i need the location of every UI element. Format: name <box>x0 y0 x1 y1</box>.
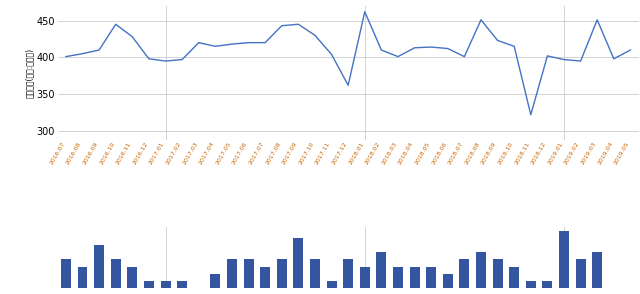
Bar <box>227 260 237 288</box>
Bar <box>77 267 88 288</box>
Y-axis label: 거래금액(단위:백만원): 거래금액(단위:백만원) <box>24 48 33 98</box>
Bar <box>360 267 370 288</box>
Bar <box>144 281 154 288</box>
Bar <box>111 260 121 288</box>
Bar <box>443 274 452 288</box>
Bar <box>393 267 403 288</box>
Bar <box>310 260 320 288</box>
Bar <box>592 252 602 288</box>
Bar <box>94 245 104 288</box>
Bar <box>543 281 552 288</box>
Bar <box>476 252 486 288</box>
Bar <box>293 238 303 288</box>
Bar <box>509 267 519 288</box>
Bar <box>526 281 536 288</box>
Bar <box>410 267 420 288</box>
Bar <box>276 260 287 288</box>
Bar <box>211 274 220 288</box>
Bar <box>326 281 337 288</box>
Bar <box>559 231 569 288</box>
Bar <box>127 267 138 288</box>
Bar <box>376 252 387 288</box>
Bar <box>343 260 353 288</box>
Bar <box>575 260 586 288</box>
Bar <box>244 260 253 288</box>
Bar <box>460 260 469 288</box>
Bar <box>61 260 71 288</box>
Bar <box>493 260 502 288</box>
Bar <box>426 267 436 288</box>
Bar <box>161 281 170 288</box>
Bar <box>177 281 187 288</box>
Bar <box>260 267 270 288</box>
